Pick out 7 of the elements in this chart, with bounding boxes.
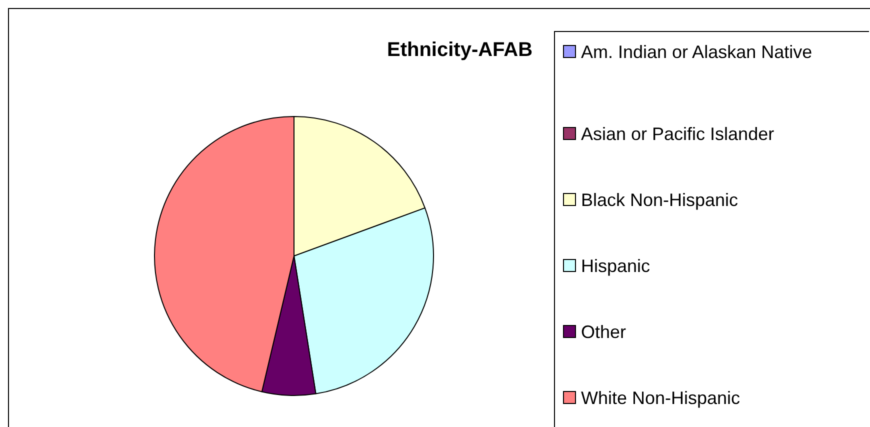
legend-label: Am. Indian or Alaskan Native [581,41,814,64]
legend-label: Hispanic [581,255,652,278]
chart-title: Ethnicity-AFAB [387,39,533,62]
legend-label: White Non-Hispanic [581,387,742,410]
legend-label: Black Non-Hispanic [581,189,740,212]
legend-label: Asian or Pacific Islander [581,123,776,146]
legend-label: Other [581,321,628,344]
